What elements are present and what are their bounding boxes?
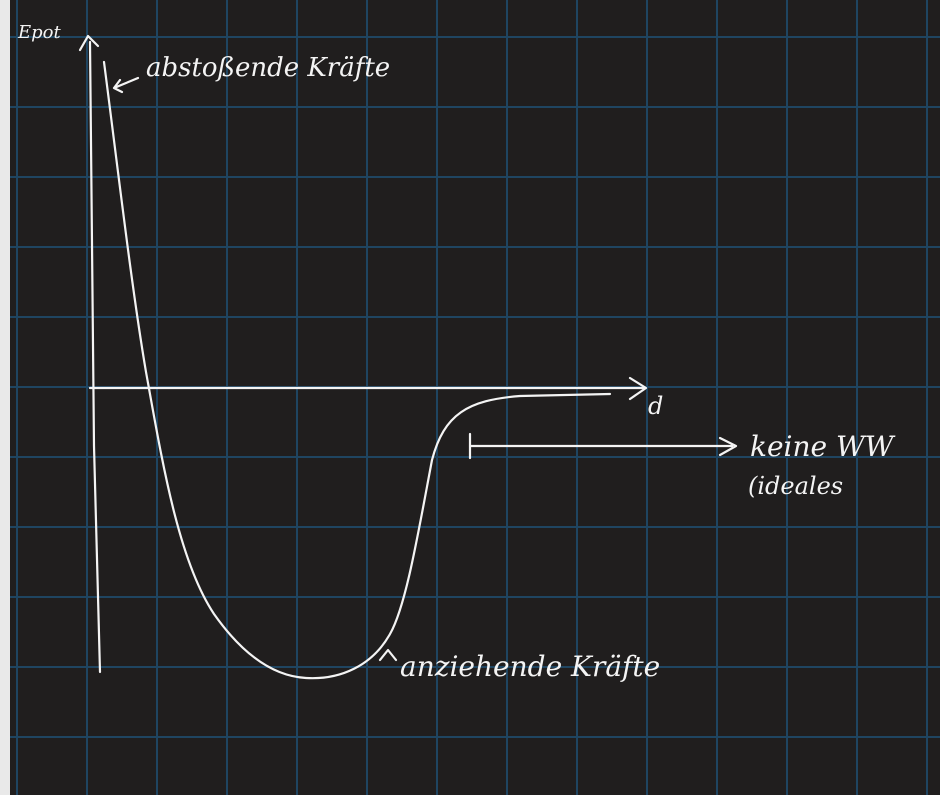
repulsive-arrow <box>112 76 140 94</box>
y-axis-label: Epot <box>17 22 61 43</box>
left-edge-strip <box>0 0 10 795</box>
y-axis-arrowhead <box>78 34 100 52</box>
attractive-forces-label: anziehende Kräfte <box>400 650 660 683</box>
x-axis-label: d <box>648 392 663 420</box>
repulsive-forces-label: abstoßende Kräfte <box>146 53 390 83</box>
attractive-arrow <box>378 648 398 662</box>
no-interaction-label: keine WW <box>750 430 896 463</box>
x-axis-arrowhead <box>628 376 648 401</box>
y-axis <box>88 40 102 674</box>
potential-curve <box>102 60 612 680</box>
ideal-gas-label: (ideales <box>748 472 843 500</box>
no-interaction-arrow <box>468 436 738 457</box>
